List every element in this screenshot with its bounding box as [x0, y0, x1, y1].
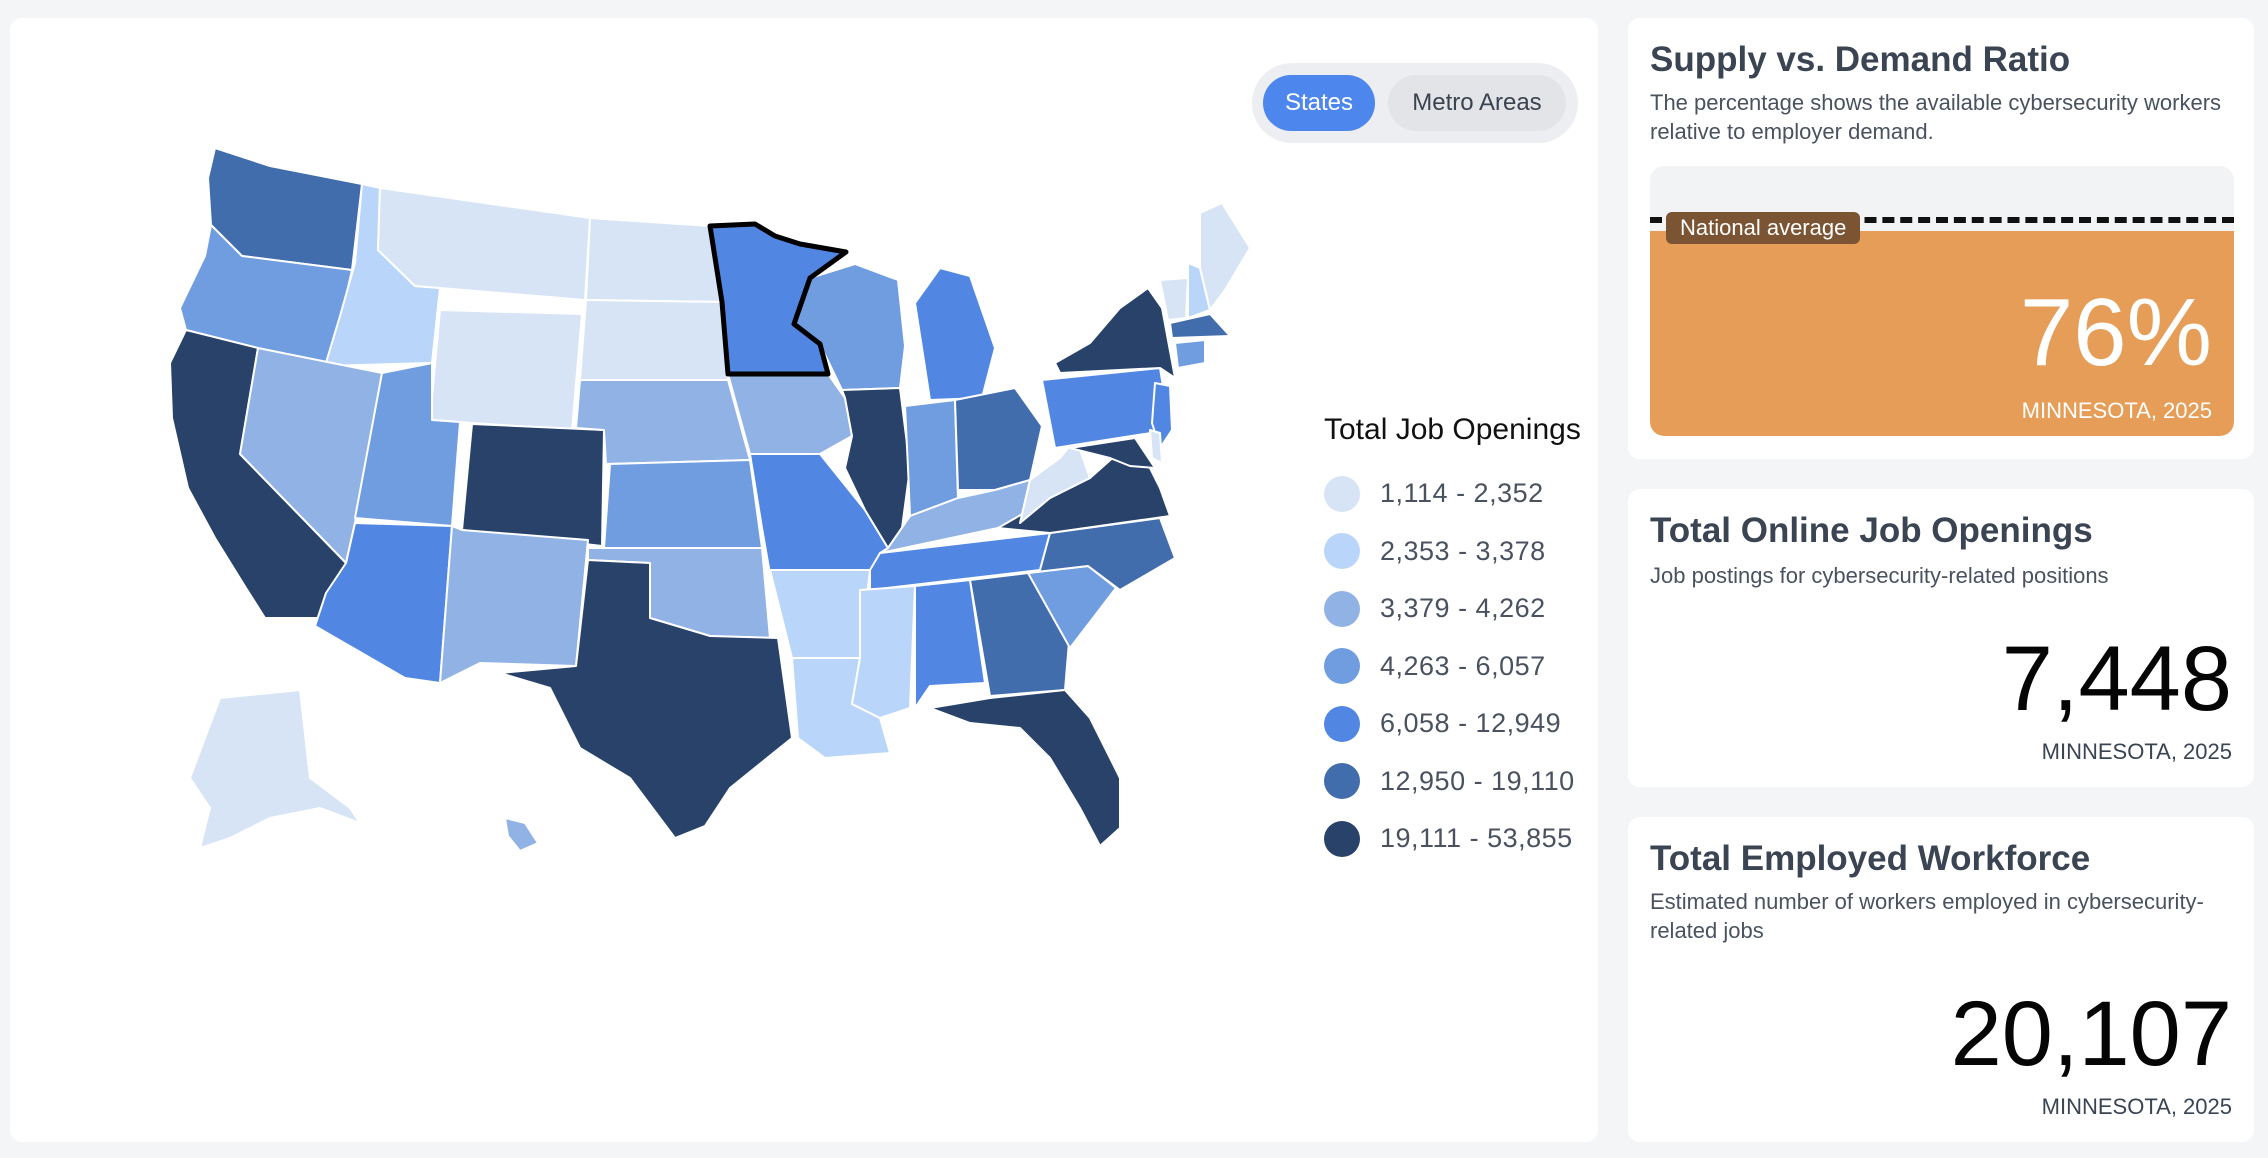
legend-title: Total Job Openings — [1324, 413, 1581, 446]
legend-swatch — [1324, 820, 1360, 857]
legend-label: 4,263 - 6,057 — [1380, 650, 1546, 681]
state-wyoming[interactable] — [429, 309, 583, 431]
state-texas[interactable] — [499, 559, 793, 839]
state-nebraska[interactable] — [575, 379, 751, 465]
legend-swatch — [1324, 475, 1360, 512]
legend-swatch — [1324, 590, 1360, 627]
state-new-mexico[interactable] — [439, 525, 589, 684]
state-mississippi[interactable] — [851, 585, 916, 719]
state-arkansas[interactable] — [769, 569, 871, 659]
employed-workforce-card: Total Employed Workforce Estimated numbe… — [1628, 817, 2254, 1142]
ratio-fill — [1650, 230, 2234, 436]
legend-item: 3,379 - 4,262 — [1324, 580, 1586, 638]
job-openings-value: 7,448 — [2001, 628, 2232, 730]
state-massachusetts[interactable] — [1169, 313, 1231, 339]
legend-item: 1,114 - 2,352 — [1324, 465, 1586, 523]
state-maine[interactable] — [1199, 202, 1251, 311]
state-connecticut[interactable] — [1174, 339, 1206, 369]
metro-areas-toggle-button[interactable]: Metro Areas — [1388, 75, 1566, 131]
view-toggle: States Metro Areas — [1252, 63, 1578, 143]
state-florida[interactable] — [929, 689, 1121, 847]
map-legend: Total Job Openings 1,114 - 2,352 2,353 - … — [1324, 413, 1586, 868]
legend-label: 12,950 - 19,110 — [1380, 765, 1575, 796]
legend-label: 2,353 - 3,378 — [1380, 535, 1546, 566]
job-openings-card: Total Online Job Openings Job postings f… — [1628, 489, 2254, 787]
legend-label: 3,379 - 4,262 — [1380, 593, 1546, 624]
legend-item: 2,353 - 3,378 — [1324, 523, 1586, 581]
legend-swatch — [1324, 763, 1360, 800]
state-colorado[interactable] — [461, 423, 605, 547]
state-vermont[interactable] — [1159, 277, 1189, 321]
national-average-line — [1650, 217, 2234, 223]
ratio-value: 76% — [2019, 279, 2212, 386]
legend-item: 6,058 - 12,949 — [1324, 695, 1586, 753]
legend-label: 6,058 - 12,949 — [1380, 708, 1562, 739]
legend-item: 19,111 - 53,855 — [1324, 810, 1586, 868]
card-subtitle: Estimated number of workers employed in … — [1650, 889, 2204, 943]
card-subtitle: The percentage shows the available cyber… — [1650, 90, 2222, 144]
supply-demand-card: Supply vs. Demand Ratio The percentage s… — [1628, 18, 2254, 459]
card-subtitle: Job postings for cybersecurity-related p… — [1650, 563, 2109, 588]
employed-workforce-value: 20,107 — [1950, 983, 2232, 1085]
job-openings-caption: MINNESOTA, 2025 — [2041, 739, 2232, 764]
legend-label: 19,111 - 53,855 — [1380, 823, 1573, 854]
state-indiana[interactable] — [904, 399, 959, 517]
legend-label: 1,114 - 2,352 — [1380, 478, 1544, 509]
state-alaska[interactable] — [189, 689, 361, 849]
ratio-caption: MINNESOTA, 2025 — [2021, 398, 2212, 423]
state-iowa[interactable] — [727, 373, 853, 455]
us-choropleth-map — [169, 147, 1251, 852]
legend-swatch — [1324, 533, 1360, 570]
states-toggle-button[interactable]: States — [1263, 75, 1375, 131]
state-maryland[interactable] — [1069, 437, 1156, 469]
card-title: Supply vs. Demand Ratio — [1650, 40, 2071, 79]
state-michigan[interactable] — [914, 267, 996, 401]
legend-swatch — [1324, 648, 1360, 685]
state-south-dakota[interactable] — [579, 299, 729, 381]
state-utah[interactable] — [354, 362, 461, 527]
state-kansas[interactable] — [603, 459, 763, 549]
legend-swatch — [1324, 705, 1360, 742]
state-delaware[interactable] — [1149, 429, 1163, 464]
state-new-york[interactable] — [1054, 287, 1176, 379]
legend-item: 4,263 - 6,057 — [1324, 638, 1586, 696]
ratio-gauge: National average 76% MINNESOTA, 2025 — [1650, 166, 2234, 436]
state-alabama[interactable] — [914, 579, 986, 709]
state-illinois[interactable] — [841, 387, 911, 549]
map-panel: States Metro Areas Total Job Openings 1,… — [10, 18, 1598, 1142]
state-north-dakota[interactable] — [585, 217, 723, 303]
national-average-label: National average — [1666, 212, 1861, 244]
card-title: Total Employed Workforce — [1650, 839, 2091, 878]
state-minnesota[interactable] — [707, 221, 849, 377]
legend-item: 12,950 - 19,110 — [1324, 753, 1586, 811]
state-ohio[interactable] — [954, 387, 1043, 491]
card-title: Total Online Job Openings — [1650, 511, 2093, 550]
state-wisconsin[interactable] — [793, 263, 906, 391]
state-hawaii[interactable] — [504, 817, 539, 852]
employed-workforce-caption: MINNESOTA, 2025 — [2041, 1094, 2232, 1119]
